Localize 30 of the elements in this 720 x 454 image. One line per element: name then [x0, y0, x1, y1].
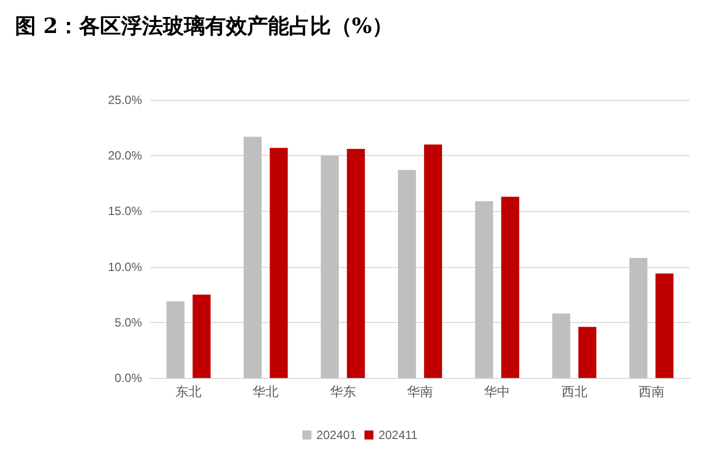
- x-tick-label: 西北: [561, 385, 588, 400]
- y-tick-label: 15.0%: [108, 204, 142, 218]
- bar: [655, 273, 674, 378]
- y-tick-label: 20.0%: [108, 148, 142, 163]
- y-tick-label: 0.0%: [114, 371, 142, 385]
- legend-label: 202411: [378, 428, 418, 442]
- bar: [501, 196, 520, 378]
- x-tick-label: 华东: [330, 385, 356, 400]
- y-tick-label: 5.0%: [114, 315, 142, 330]
- bar: [424, 144, 442, 378]
- bar: [192, 294, 211, 378]
- bar: [244, 136, 262, 378]
- legend-label: 202401: [316, 428, 357, 442]
- bar: [320, 156, 339, 378]
- x-tick-label: 西南: [638, 385, 664, 400]
- bar: [475, 201, 494, 378]
- x-tick-label: 华中: [484, 385, 510, 400]
- x-tick-label: 华南: [407, 385, 433, 400]
- y-tick-label: 25.0%: [108, 93, 142, 107]
- bar: [166, 301, 185, 378]
- bar: [578, 326, 596, 378]
- chart-title: 图 2：各区浮法玻璃有效产能占比（%）: [15, 13, 393, 38]
- x-tick-label: 东北: [176, 385, 202, 400]
- bar: [552, 314, 570, 378]
- bar: [270, 148, 288, 378]
- y-tick-label: 10.0%: [108, 260, 142, 274]
- bar: [346, 148, 365, 378]
- bar: [398, 170, 416, 378]
- bar: [629, 258, 648, 378]
- x-tick-label: 华北: [252, 385, 279, 400]
